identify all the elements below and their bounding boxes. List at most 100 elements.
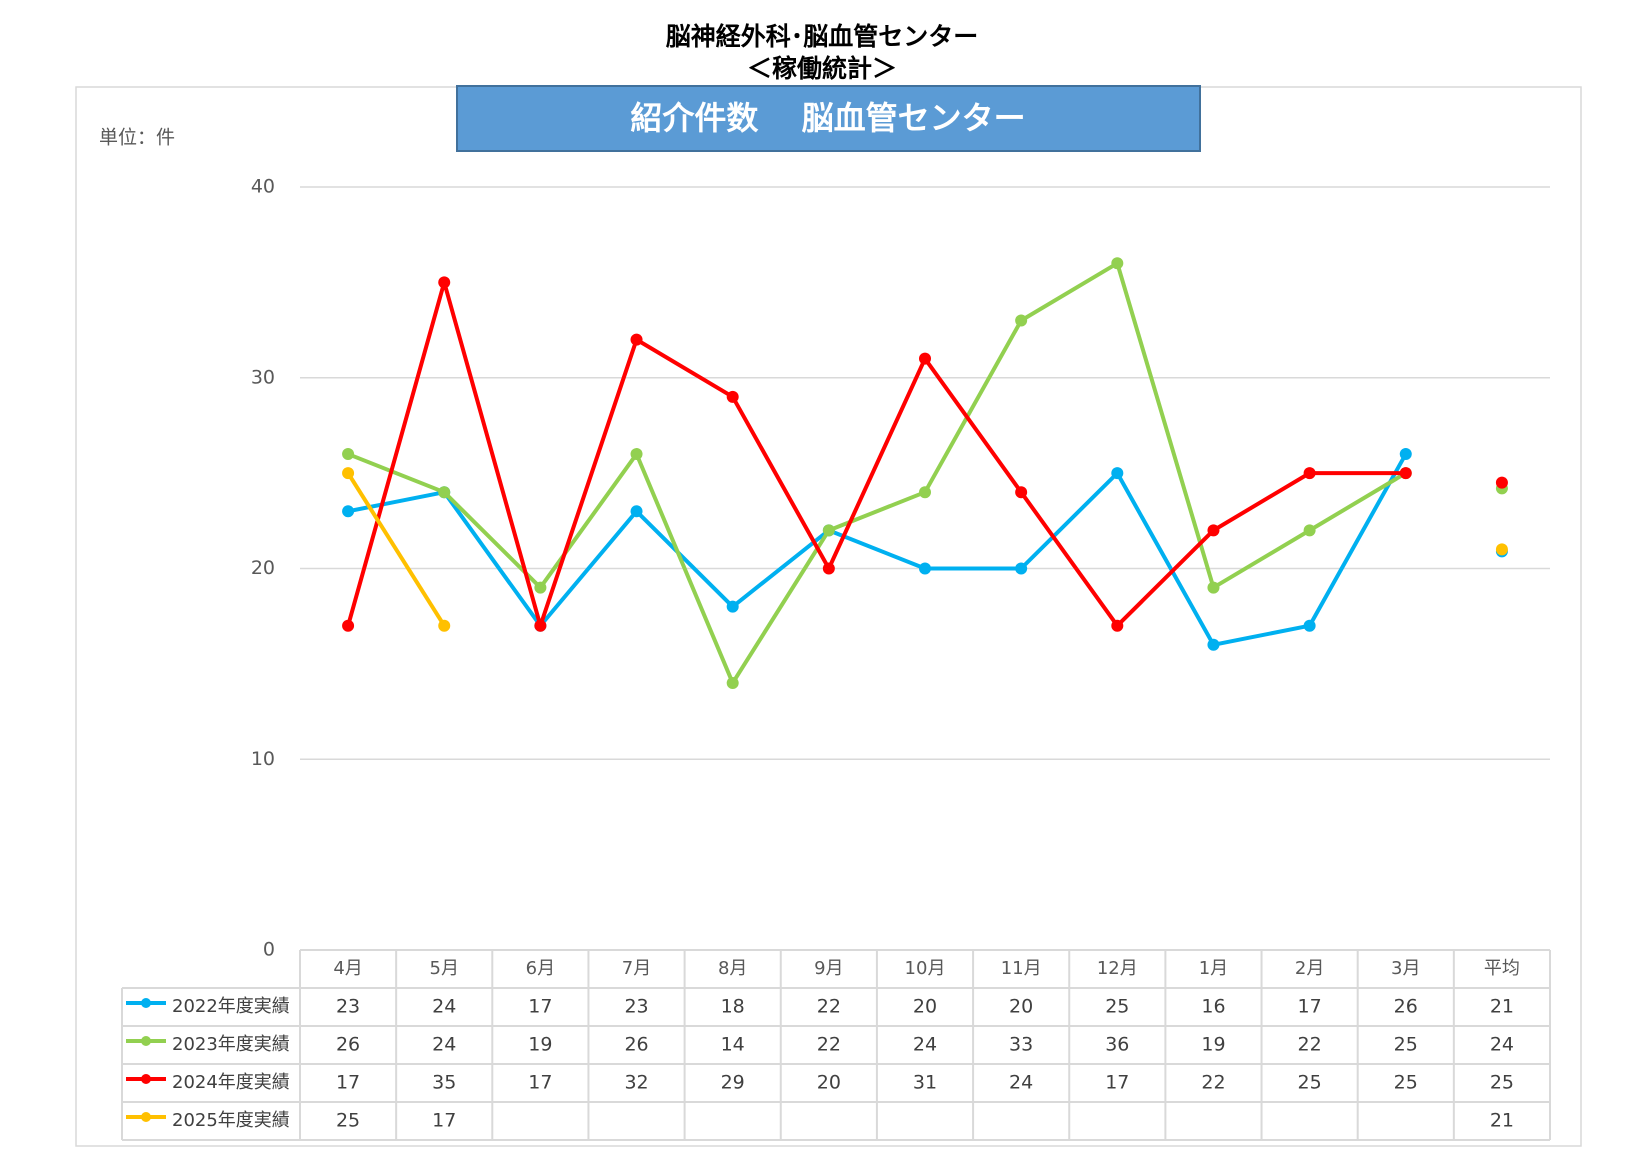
table-cell: 16 bbox=[1201, 996, 1225, 1018]
page-title: 脳神経外科･脳血管センター bbox=[666, 22, 979, 51]
unit-label: 単位：件 bbox=[99, 127, 175, 149]
data-point bbox=[1303, 524, 1316, 537]
data-point bbox=[438, 486, 451, 499]
table-cell: 19 bbox=[1201, 1034, 1225, 1056]
data-point bbox=[919, 352, 931, 365]
table-cell: 25 bbox=[1490, 1072, 1514, 1094]
data-point bbox=[822, 524, 835, 537]
data-point bbox=[1207, 524, 1220, 537]
table-cell: 24 bbox=[432, 1034, 456, 1056]
table-cell: 14 bbox=[721, 1034, 745, 1056]
data-point bbox=[1111, 257, 1124, 270]
x-tick-label: 5月 bbox=[430, 958, 459, 979]
chart-title: 紹介件数 脳血管センター bbox=[630, 99, 1025, 137]
table-cell: 17 bbox=[432, 1110, 456, 1132]
table-cell: 26 bbox=[624, 1034, 648, 1056]
table-cell: 21 bbox=[1490, 996, 1514, 1018]
table-cell: 18 bbox=[721, 996, 745, 1018]
table-cell: 25 bbox=[1394, 1072, 1418, 1094]
x-tick-label: 7月 bbox=[622, 958, 651, 979]
data-point bbox=[1303, 619, 1316, 632]
table-cell: 17 bbox=[528, 1072, 552, 1094]
x-tick-label: 9月 bbox=[814, 958, 843, 979]
legend-marker bbox=[141, 1036, 151, 1046]
table-cell: 17 bbox=[1298, 996, 1322, 1018]
average-point bbox=[1495, 543, 1508, 556]
y-tick-label: 30 bbox=[251, 366, 275, 388]
y-tick-label: 10 bbox=[251, 748, 275, 770]
x-tick-label: 11月 bbox=[1001, 958, 1042, 979]
data-point bbox=[534, 581, 547, 594]
data-point bbox=[438, 276, 451, 289]
table-cell: 17 bbox=[528, 996, 552, 1018]
table-cell: 26 bbox=[336, 1034, 360, 1056]
data-point bbox=[822, 562, 835, 575]
table-cell: 20 bbox=[817, 1072, 841, 1094]
data-point bbox=[630, 448, 643, 461]
data-point bbox=[919, 562, 931, 575]
table-cell: 24 bbox=[913, 1034, 937, 1056]
x-tick-label: 平均 bbox=[1484, 958, 1520, 979]
data-point bbox=[342, 467, 355, 480]
series-line bbox=[347, 453, 1408, 647]
x-tick-label: 10月 bbox=[905, 958, 946, 979]
legend-label: 2025年度実績 bbox=[172, 1110, 290, 1131]
table-cell: 25 bbox=[1298, 1072, 1322, 1094]
table-cell: 17 bbox=[336, 1072, 360, 1094]
data-point bbox=[1015, 562, 1028, 575]
table-cell: 24 bbox=[432, 996, 456, 1018]
data-point bbox=[919, 486, 931, 499]
table-cell: 19 bbox=[528, 1034, 552, 1056]
y-tick-label: 20 bbox=[251, 557, 275, 579]
legend-marker bbox=[141, 998, 151, 1008]
table-cell: 33 bbox=[1009, 1034, 1033, 1056]
data-point bbox=[342, 448, 355, 461]
data-point bbox=[1207, 638, 1220, 651]
legend-label: 2022年度実績 bbox=[172, 996, 290, 1017]
data-point bbox=[438, 619, 451, 632]
legend-label: 2023年度実績 bbox=[172, 1034, 290, 1055]
table-cell: 25 bbox=[1394, 1034, 1418, 1056]
table-cell: 22 bbox=[817, 996, 841, 1018]
data-point bbox=[1399, 467, 1412, 480]
data-point bbox=[342, 619, 355, 632]
chart-title-box bbox=[456, 85, 1201, 152]
table-cell: 31 bbox=[913, 1072, 937, 1094]
table-cell: 24 bbox=[1009, 1072, 1033, 1094]
data-point bbox=[630, 333, 643, 346]
data-point bbox=[726, 676, 739, 689]
data-point bbox=[342, 505, 355, 518]
table-cell: 17 bbox=[1105, 1072, 1129, 1094]
table-cell: 22 bbox=[817, 1034, 841, 1056]
data-point bbox=[534, 619, 547, 632]
table-cell: 23 bbox=[624, 996, 648, 1018]
x-tick-label: 2月 bbox=[1295, 958, 1324, 979]
data-point bbox=[1207, 581, 1220, 594]
x-tick-label: 1月 bbox=[1199, 958, 1228, 979]
legend-marker bbox=[141, 1074, 151, 1084]
page-subtitle: ＜稼働統計＞ bbox=[747, 54, 897, 83]
table-cell: 36 bbox=[1105, 1034, 1129, 1056]
series-line bbox=[346, 280, 1406, 628]
table-cell: 22 bbox=[1201, 1072, 1225, 1094]
table-cell: 23 bbox=[336, 996, 360, 1018]
data-point bbox=[726, 390, 739, 403]
x-tick-label: 4月 bbox=[333, 958, 362, 979]
table-cell: 22 bbox=[1298, 1034, 1322, 1056]
legend-label: 2024年度実績 bbox=[172, 1072, 290, 1093]
data-point bbox=[1111, 619, 1124, 632]
table-cell: 20 bbox=[1009, 996, 1033, 1018]
average-point bbox=[1495, 476, 1508, 489]
x-tick-label: 8月 bbox=[718, 958, 747, 979]
x-tick-label: 12月 bbox=[1097, 958, 1138, 979]
data-point bbox=[630, 505, 643, 518]
data-point bbox=[1399, 448, 1412, 461]
data-point bbox=[1015, 486, 1028, 499]
series-line bbox=[346, 472, 446, 627]
table-cell: 20 bbox=[913, 996, 937, 1018]
x-tick-label: 3月 bbox=[1391, 958, 1420, 979]
table-cell: 25 bbox=[336, 1110, 360, 1132]
data-point bbox=[726, 600, 739, 613]
y-tick-label: 40 bbox=[251, 176, 275, 198]
